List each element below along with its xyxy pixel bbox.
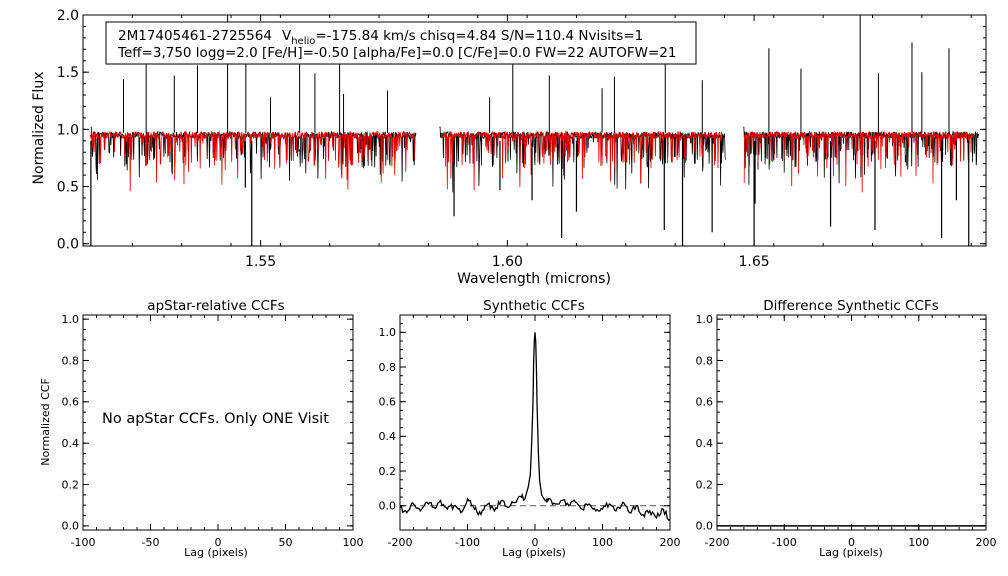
- spectrum-xlabel: Wavelength (microns): [457, 271, 611, 287]
- y-tick-label: 1.0: [62, 313, 80, 326]
- y-tick-label: 0.0: [379, 500, 397, 513]
- ccf2-plot-area: [399, 332, 671, 521]
- y-tick-label: 0.2: [379, 465, 397, 478]
- spectrum-panel: 1.55 1.60 1.65 0.0 0.5 1.0 1.5 2.0 Wavelength (…: [31, 8, 987, 287]
- info-star-id: 2M17405461-2725564: [118, 28, 272, 44]
- x-tick-label: -200: [705, 536, 730, 549]
- x-tick-label: 0: [215, 536, 222, 549]
- info-v-subscript: helio: [291, 36, 315, 47]
- info-box-frame: [105, 21, 697, 65]
- x-tick-label: 100: [908, 536, 929, 549]
- x-tick-label: 200: [976, 536, 997, 549]
- y-tick-label: 0.4: [379, 430, 397, 443]
- x-tick-label: -100: [455, 536, 480, 549]
- y-tick-label: 0.5: [57, 179, 79, 195]
- ccf2-ticks: -200 -100 0 100 200 0.0 0.2 0.4 0.6 0.8 1.0: [379, 314, 681, 549]
- x-tick-label: 1.60: [492, 254, 523, 270]
- x-tick-label: 50: [279, 536, 293, 549]
- ccf1-ylabel: Normalized CCF: [39, 378, 52, 466]
- ccf-panel-1: apStar-relative CCFs -100 -50 0 50 100 0.0 0.2…: [39, 298, 364, 559]
- spectrum-ticks: 1.55 1.60 1.65 0.0 0.5 1.0 1.5 2.0: [57, 8, 986, 270]
- y-tick-label: 0.6: [379, 396, 397, 409]
- x-tick-label: 1.55: [245, 254, 276, 270]
- x-tick-label: -100: [772, 536, 797, 549]
- y-tick-label: 1.0: [57, 122, 79, 138]
- x-tick-label: 1.65: [738, 254, 769, 270]
- info-box: 2M17405461-2725564 Vhelio=-175.84 km/s ch…: [105, 21, 697, 65]
- x-tick-label: 200: [660, 536, 681, 549]
- y-tick-label: 0.2: [696, 478, 714, 491]
- y-tick-label: 0.0: [696, 520, 714, 533]
- x-tick-label: 100: [343, 536, 364, 549]
- info-line-1: 2M17405461-2725564 Vhelio=-175.84 km/s ch…: [118, 28, 643, 47]
- x-tick-label: 100: [592, 536, 613, 549]
- ccf1-title: apStar-relative CCFs: [147, 298, 284, 314]
- y-tick-label: 0.4: [62, 437, 80, 450]
- ccf3-ticks: -200 -100 0 100 200 0.0 0.2 0.4 0.6 0.8 1.0: [696, 313, 997, 549]
- y-tick-label: 0.4: [696, 437, 714, 450]
- ccf1-ticks: -100 -50 0 50 100 0.0 0.2 0.4 0.6 0.8 1.0: [62, 313, 364, 549]
- info-line-1-rest: =-175.84 km/s chisq=4.84 S/N=110.4 Nvisi…: [315, 28, 643, 44]
- y-tick-label: 0.6: [696, 396, 714, 409]
- ccf1-xlabel: Lag (pixels): [184, 546, 248, 559]
- y-tick-label: 0.8: [62, 354, 80, 367]
- y-tick-label: 0.8: [379, 361, 397, 374]
- y-tick-label: 1.0: [379, 326, 397, 339]
- y-tick-label: 2.0: [57, 8, 79, 24]
- y-tick-label: 0.2: [62, 478, 80, 491]
- x-tick-label: -50: [142, 536, 160, 549]
- ccf3-xlabel: Lag (pixels): [819, 546, 883, 559]
- ccf3-title: Difference Synthetic CCFs: [763, 298, 939, 314]
- y-tick-label: 0.8: [696, 354, 714, 367]
- y-tick-label: 0.0: [57, 237, 79, 253]
- spectrum-frame: [82, 14, 987, 247]
- y-tick-label: 0.6: [62, 396, 80, 409]
- ccf1-annotation: No apStar CCFs. Only ONE Visit: [102, 411, 329, 427]
- ccf-panel-2: Synthetic CCFs -200 -100 0 100 200 0.0 0.2 0.4 0…: [379, 298, 681, 559]
- x-tick-label: -100: [71, 536, 96, 549]
- model-spectrum-chip-0: [90, 130, 415, 192]
- ccf2-title: Synthetic CCFs: [483, 298, 585, 314]
- model-spectrum-chip-2: [743, 130, 975, 193]
- observed-spectrum-chip-2: [743, 126, 979, 185]
- y-tick-label: 1.5: [57, 65, 79, 81]
- ccf2-series-line: [399, 332, 671, 521]
- ccf-panel-3: Difference Synthetic CCFs -200 -100 0 100 20…: [696, 298, 997, 559]
- y-tick-label: 0.0: [62, 520, 80, 533]
- spectrum-plot-area: [90, 15, 979, 246]
- info-v-symbol: V: [282, 28, 292, 44]
- y-tick-label: 1.0: [696, 313, 714, 326]
- ccf2-xlabel: Lag (pixels): [502, 546, 566, 559]
- info-line-2: Teff=3,750 logg=2.0 [Fe/H]=-0.50 [alpha/…: [117, 45, 676, 61]
- model-spectrum-chip-1: [440, 130, 723, 191]
- x-tick-label: 0: [532, 536, 539, 549]
- x-tick-label: -200: [388, 536, 413, 549]
- spectrum-ylabel: Normalized Flux: [31, 72, 47, 185]
- x-tick-label: 0: [848, 536, 855, 549]
